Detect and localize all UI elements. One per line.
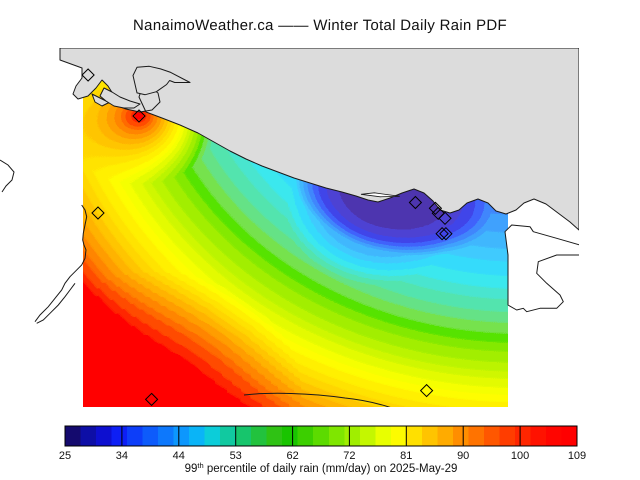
svg-text:25: 25 xyxy=(59,450,71,462)
svg-text:99th percentile of daily rain: 99th percentile of daily rain (mm/day) o… xyxy=(185,461,458,476)
svg-text:100: 100 xyxy=(511,450,529,462)
svg-text:34: 34 xyxy=(116,450,128,462)
svg-text:90: 90 xyxy=(457,450,469,462)
svg-text:72: 72 xyxy=(343,450,355,462)
svg-text:44: 44 xyxy=(173,450,185,462)
svg-text:109: 109 xyxy=(568,450,586,462)
svg-text:62: 62 xyxy=(286,450,298,462)
svg-text:53: 53 xyxy=(230,450,242,462)
svg-text:81: 81 xyxy=(400,450,412,462)
